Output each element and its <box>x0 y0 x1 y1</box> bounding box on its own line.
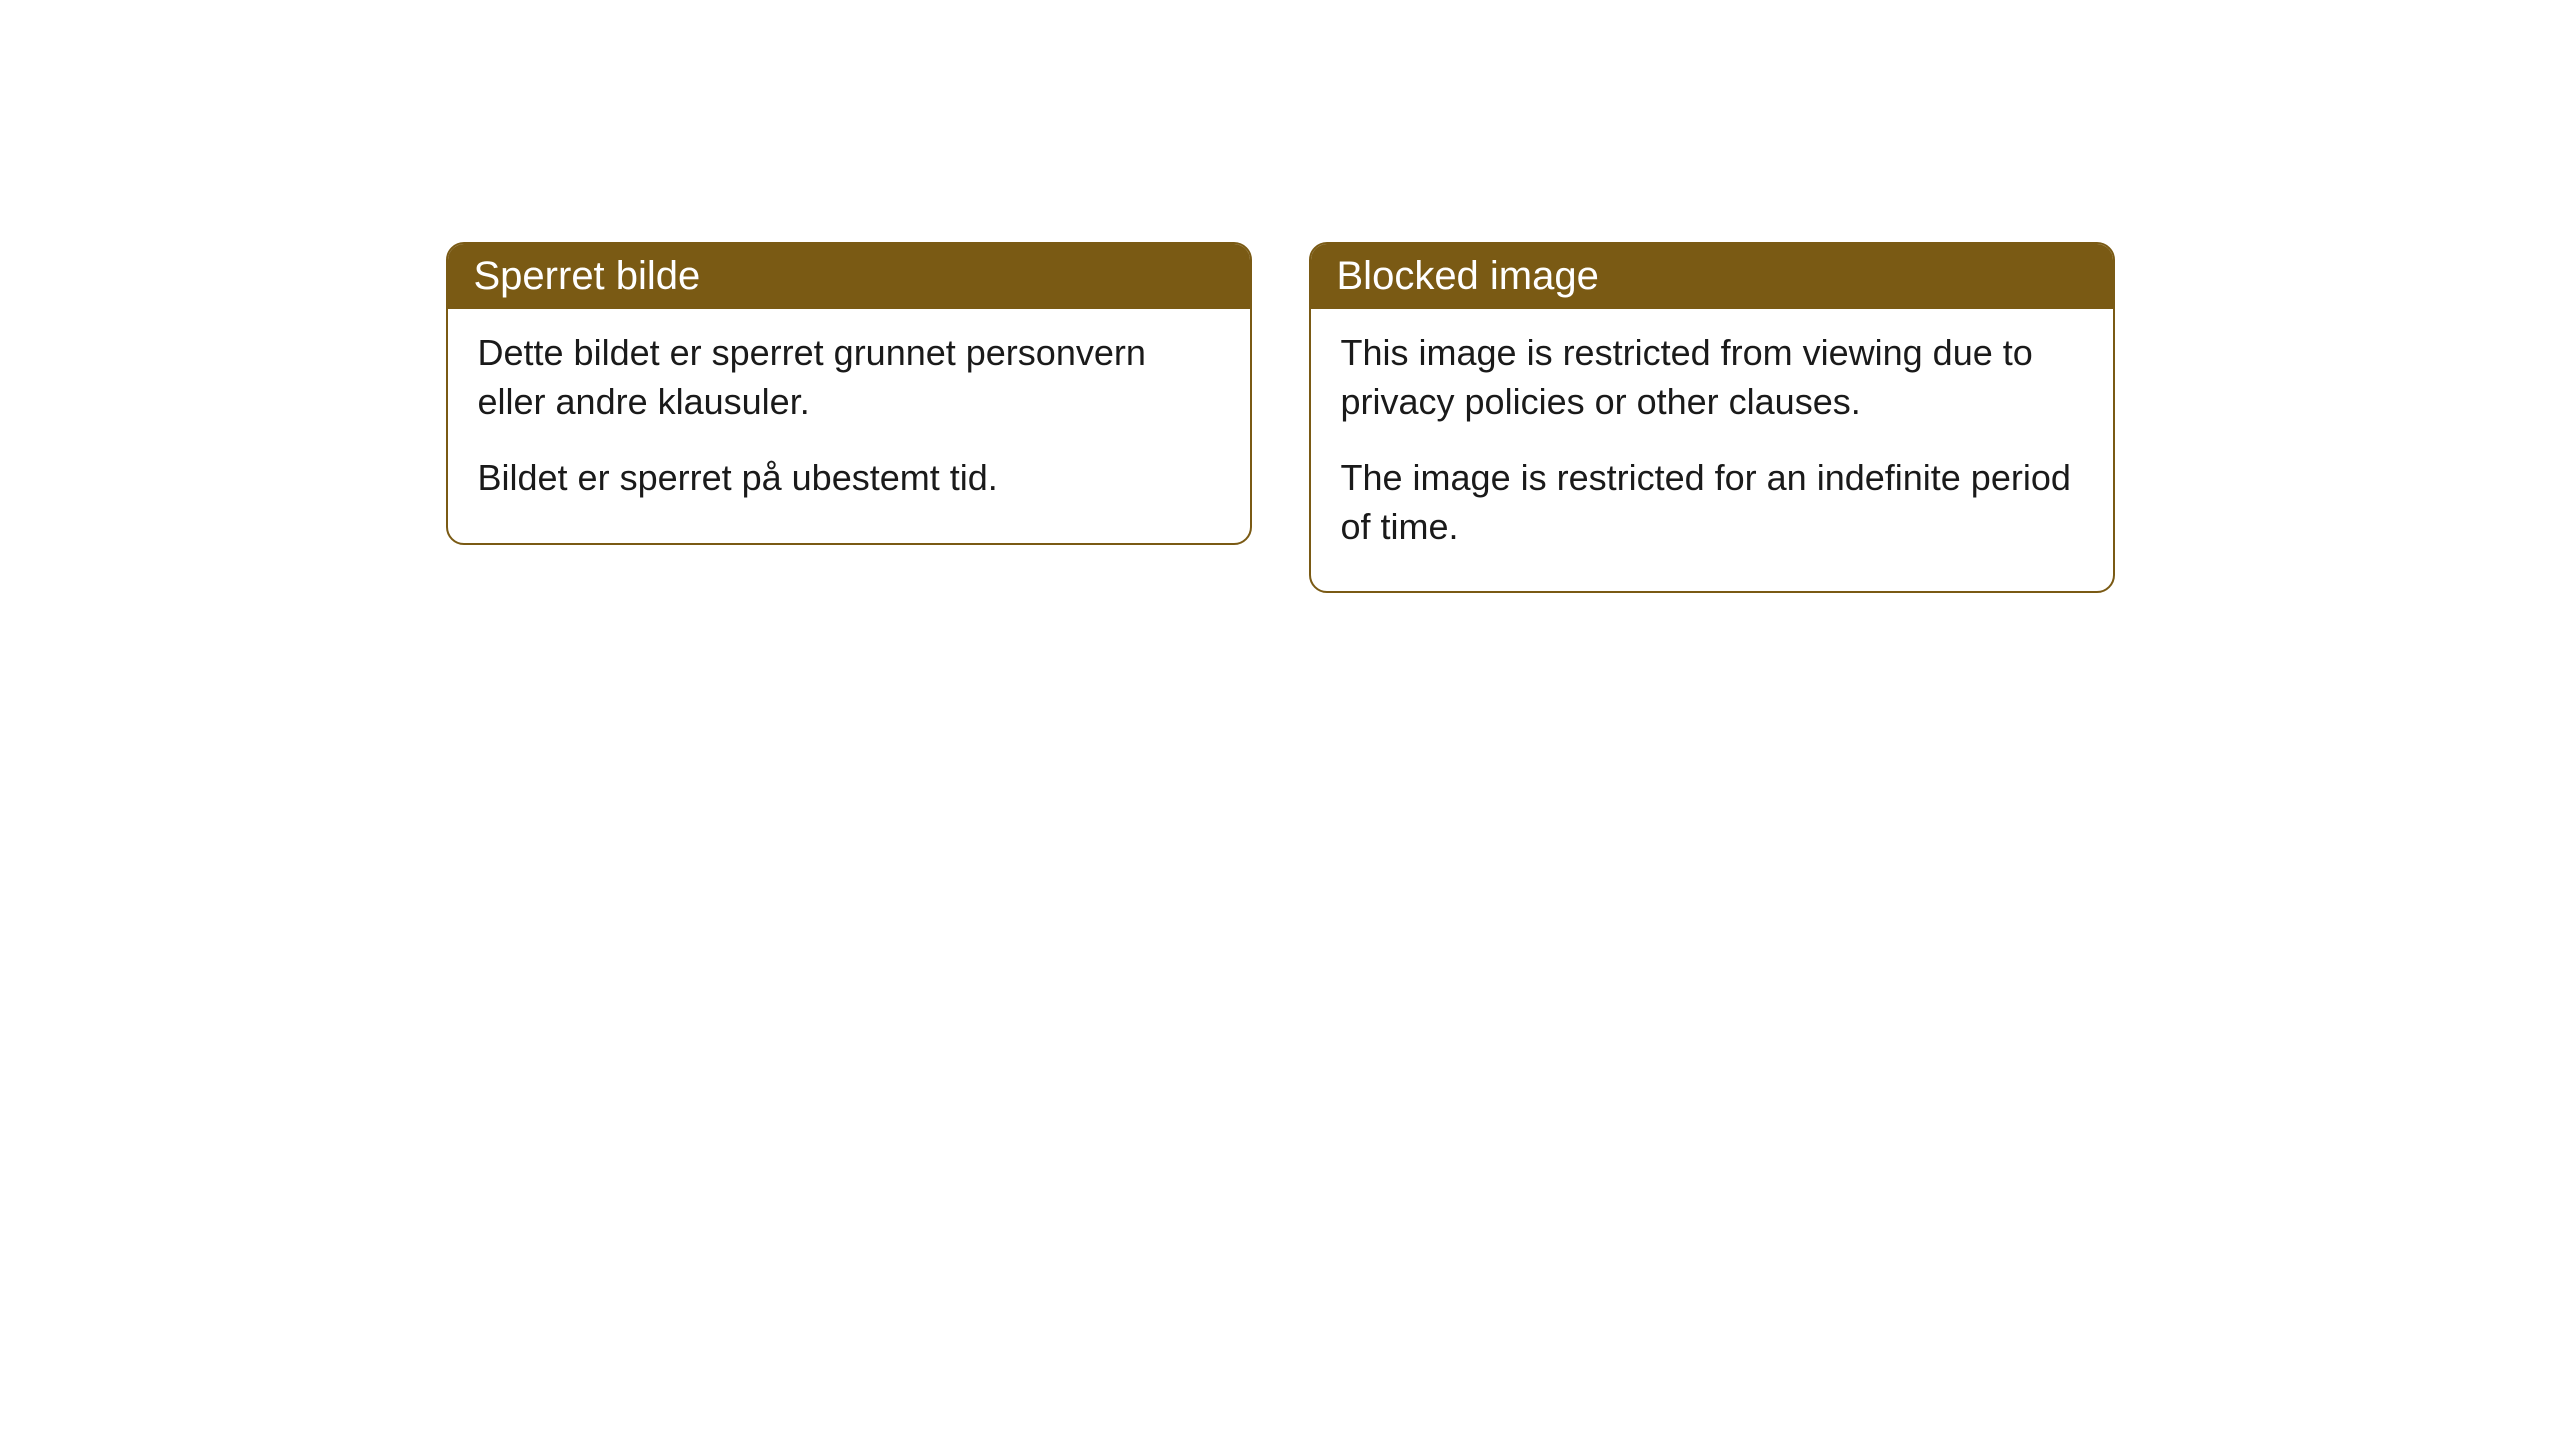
card-title: Blocked image <box>1337 254 1599 298</box>
card-paragraph: Bildet er sperret på ubestemt tid. <box>478 454 1220 503</box>
card-title: Sperret bilde <box>474 254 701 298</box>
blocked-image-card-norwegian: Sperret bilde Dette bildet er sperret gr… <box>446 242 1252 545</box>
card-body: This image is restricted from viewing du… <box>1311 309 2113 591</box>
card-paragraph: Dette bildet er sperret grunnet personve… <box>478 329 1220 426</box>
blocked-image-card-english: Blocked image This image is restricted f… <box>1309 242 2115 593</box>
card-header: Blocked image <box>1311 244 2113 309</box>
card-body: Dette bildet er sperret grunnet personve… <box>448 309 1250 543</box>
card-header: Sperret bilde <box>448 244 1250 309</box>
card-paragraph: This image is restricted from viewing du… <box>1341 329 2083 426</box>
card-paragraph: The image is restricted for an indefinit… <box>1341 454 2083 551</box>
card-container: Sperret bilde Dette bildet er sperret gr… <box>446 242 2115 1440</box>
